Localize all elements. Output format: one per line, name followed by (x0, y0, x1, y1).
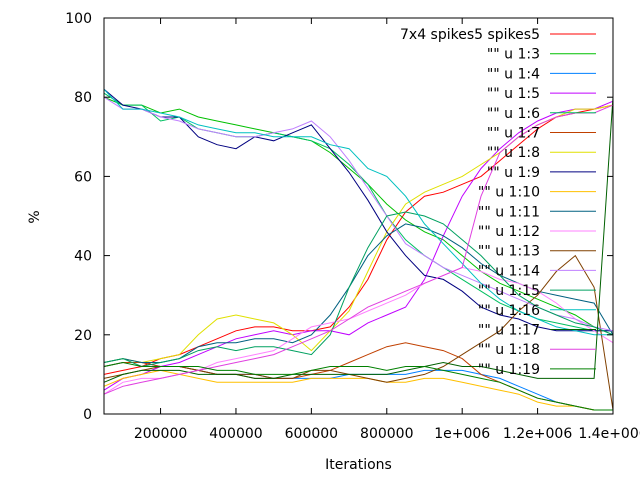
y-tick-label: 40 (74, 249, 92, 265)
series-line-13 (103, 96, 614, 332)
legend-label: "" u 1:10 (478, 185, 540, 201)
series-line-9 (103, 369, 613, 411)
legend-label: "" u 1:18 (478, 342, 540, 358)
x-tick-label: 600000 (285, 426, 338, 442)
x-tick-label: 400000 (209, 426, 262, 442)
y-tick-label: 20 (74, 328, 92, 344)
series-line-2 (103, 96, 614, 336)
series-line-18 (103, 361, 613, 411)
legend-label: "" u 1:15 (478, 283, 540, 299)
x-tick-label: 200000 (134, 426, 187, 442)
y-tick-label: 100 (65, 11, 92, 27)
plot-frame (103, 17, 614, 415)
series-line-1 (103, 104, 614, 375)
x-tick-label: 800000 (360, 426, 413, 442)
legend: 7x4 spikes5 spikes5 "" u 1:3 "" u 1:4 "" u … (400, 27, 596, 378)
series-line-17 (103, 104, 614, 395)
series-layer (103, 88, 614, 411)
x-tick-label: 1e+006 (434, 426, 490, 442)
legend-label: "" u 1:16 (478, 303, 540, 319)
series-line-4 (103, 100, 614, 391)
y-tick-label: 0 (83, 407, 92, 423)
legend-label: "" u 1:4 (487, 66, 540, 82)
legend-label: "" u 1:11 (478, 204, 540, 220)
x-axis-label: Iterations (325, 457, 392, 473)
x-tick-label: 1.4e+006 (578, 426, 640, 442)
x-tick-label: 1.2e+006 (503, 426, 572, 442)
tick-layer: 0 20 40 60 80 100 200000 400000 600000 800000 1e+0… (65, 11, 640, 442)
legend-label: "" u 1:9 (487, 165, 540, 181)
legend-label: "" u 1:5 (487, 86, 540, 102)
series-line-14 (103, 211, 614, 368)
legend-label: "" u 1:3 (487, 47, 540, 63)
legend-label: 7x4 spikes5 spikes5 (400, 27, 540, 43)
y-tick-label: 80 (74, 90, 92, 106)
legend-label: "" u 1:8 (487, 145, 540, 161)
series-line-15 (103, 88, 613, 336)
legend-label: "" u 1:6 (487, 106, 540, 122)
legend-label: "" u 1:13 (478, 244, 540, 260)
y-tick-label: 60 (74, 169, 92, 185)
y-axis-label: % (27, 210, 43, 223)
legend-label: "" u 1:7 (487, 126, 540, 142)
legend-label: "" u 1:12 (478, 224, 540, 240)
legend-label: "" u 1:17 (478, 323, 540, 339)
legend-label: "" u 1:14 (478, 263, 540, 279)
series-line-8 (103, 88, 613, 332)
legend-label: "" u 1:19 (478, 362, 540, 378)
